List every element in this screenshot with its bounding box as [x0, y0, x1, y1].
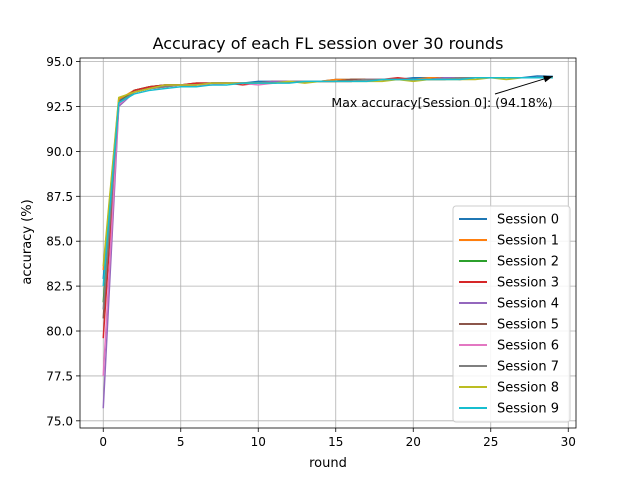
legend-label: Session 2 [497, 255, 559, 270]
legend-label: Session 8 [497, 381, 559, 396]
x-tick-label: 10 [251, 435, 266, 449]
annotation-arrow-head [543, 75, 553, 83]
x-tick-label: 25 [483, 435, 498, 449]
y-tick-label: 75.0 [46, 414, 73, 428]
x-tick-label: 5 [177, 435, 185, 449]
y-tick-label: 77.5 [46, 369, 73, 383]
y-tick-label: 92.5 [46, 100, 73, 114]
y-tick-label: 87.5 [46, 190, 73, 204]
legend-label: Session 4 [497, 297, 559, 312]
legend-label: Session 0 [497, 213, 559, 228]
y-tick-label: 82.5 [46, 280, 73, 294]
annotation-arrow-line [494, 75, 553, 95]
annotation-text: Max accuracy[Session 0]: (94.18%) [331, 95, 552, 110]
y-tick-label: 85.0 [46, 235, 73, 249]
y-tick-label: 80.0 [46, 325, 73, 339]
legend-label: Session 9 [497, 402, 559, 417]
legend: Session 0 Session 1 Session 2 Session 3 Sess… [452, 205, 571, 423]
plot-area: 0 5 10 15 20 25 30 75.0 77.5 80.0 82.5 85.0 87.5 90.0… [46, 55, 577, 449]
axes-frame [79, 57, 577, 429]
x-tick-label: 30 [561, 435, 576, 449]
x-tick-label: 15 [328, 435, 343, 449]
chart-title: Accuracy of each FL session over 30 roun… [153, 34, 504, 53]
y-tick-label: 95.0 [46, 55, 73, 69]
legend-label: Session 1 [497, 234, 559, 249]
x-tick-label: 0 [99, 435, 107, 449]
x-tick-label: 20 [406, 435, 421, 449]
legend-label: Session 6 [497, 339, 559, 354]
legend-label: Session 7 [497, 360, 559, 375]
y-axis-label: accuracy (%) [20, 199, 35, 284]
series-line-9 [102, 77, 553, 287]
legend-label: Session 3 [497, 276, 559, 291]
x-axis-label: round [309, 456, 347, 471]
y-tick-label: 90.0 [46, 145, 73, 159]
legend-label: Session 5 [497, 318, 559, 333]
